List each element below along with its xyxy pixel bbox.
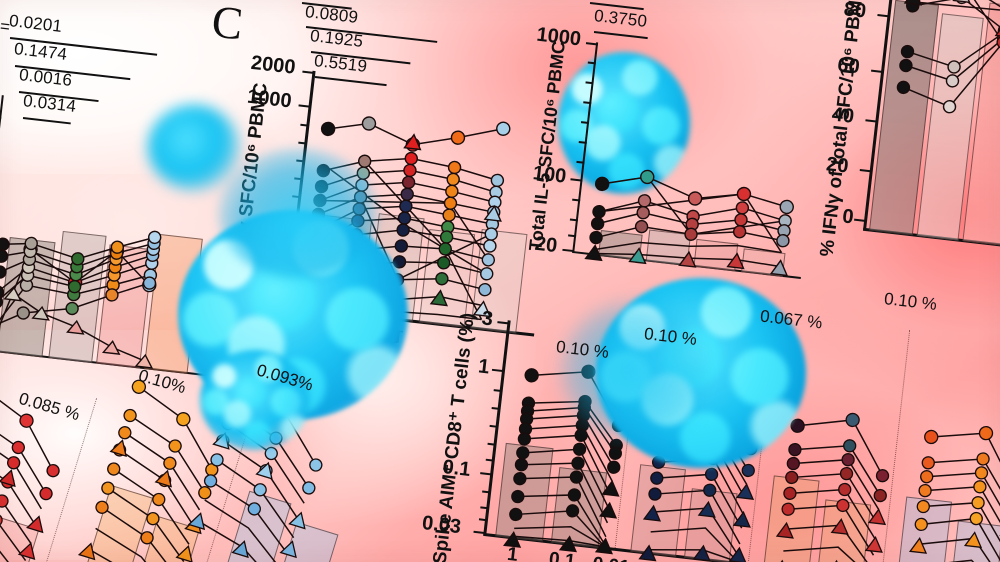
panel-pct-ifng: % IFNγ of total SFC/10⁶ PBMC 80 60 40 20… [758, 0, 1000, 301]
panel-letter-c: C [209, 0, 246, 50]
connected-scatter-left-red [0, 388, 60, 562]
connected-scatter-pct-ifng [896, 0, 1000, 114]
connected-scatter-il5 [584, 169, 794, 277]
panel-il5-elispot: Total IL-5 SFC/10⁶ PBMC 1000 100 20 [492, 22, 822, 334]
panel-aim-left-red [0, 388, 228, 562]
immune-cell-render-small-topleft [148, 105, 240, 191]
immune-cell-render-bottom-center-glow [560, 300, 710, 440]
immune-cell-render-center-tail [218, 148, 378, 278]
panel-left-partial: 0.1 0.03 [0, 92, 242, 401]
connected-scatter-left [0, 230, 162, 369]
immune-cell-render-left-small [200, 350, 310, 450]
immune-cell-render-il5-panel [558, 52, 690, 194]
